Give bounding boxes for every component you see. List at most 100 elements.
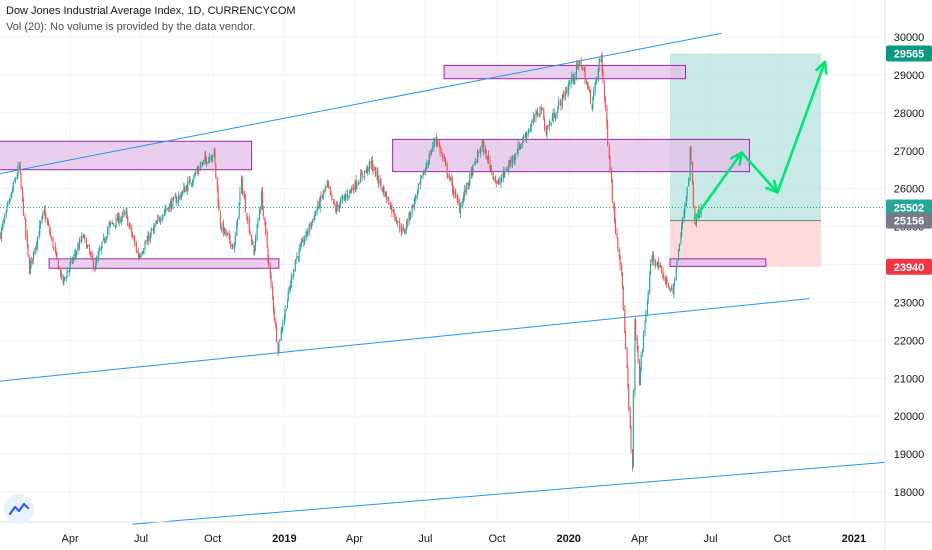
candle-body bbox=[614, 207, 616, 222]
candle-body bbox=[371, 160, 373, 170]
candle-body bbox=[344, 196, 346, 198]
candle-body bbox=[685, 196, 687, 206]
candle-body bbox=[656, 262, 659, 265]
candle-body bbox=[180, 195, 182, 199]
candle-body bbox=[209, 157, 211, 159]
candle-body bbox=[627, 368, 629, 388]
candle-body bbox=[493, 177, 495, 179]
candle-body bbox=[616, 232, 618, 238]
projection-arrow bbox=[693, 61, 827, 220]
candle-body bbox=[78, 247, 80, 249]
candle-body bbox=[539, 106, 541, 117]
candle-body bbox=[695, 222, 697, 224]
candle-body bbox=[445, 160, 447, 165]
candle-body bbox=[654, 259, 656, 266]
candle-body bbox=[326, 182, 328, 185]
candle-body bbox=[465, 189, 467, 193]
candle-body bbox=[462, 195, 465, 200]
candle-body bbox=[476, 161, 478, 163]
candle-body bbox=[223, 222, 225, 234]
candle-body bbox=[395, 218, 398, 223]
candle-body bbox=[118, 216, 120, 223]
candle-body bbox=[117, 215, 119, 223]
candle-body bbox=[24, 216, 26, 220]
candle-body bbox=[473, 162, 475, 164]
candle-body bbox=[100, 246, 102, 251]
candle-body bbox=[331, 194, 333, 200]
candle-body bbox=[686, 187, 688, 197]
candle-body bbox=[19, 165, 21, 174]
candle-body bbox=[459, 205, 461, 214]
candle-body bbox=[35, 246, 37, 253]
candle-body bbox=[287, 290, 289, 300]
candle-body bbox=[361, 173, 363, 177]
candle-body bbox=[308, 224, 310, 233]
candle-body bbox=[270, 274, 272, 286]
candle-body bbox=[53, 247, 55, 249]
candle-body bbox=[226, 232, 229, 235]
candle-body bbox=[256, 225, 258, 240]
candle-body bbox=[474, 160, 476, 162]
candle-body bbox=[609, 157, 611, 171]
candle-body bbox=[242, 191, 244, 195]
candle-body bbox=[173, 197, 175, 199]
candle-body bbox=[276, 325, 278, 342]
candle-body bbox=[32, 258, 34, 261]
candle-body bbox=[280, 330, 282, 341]
time-tick-label: Jul bbox=[134, 533, 148, 545]
candle-body bbox=[457, 199, 459, 204]
candle-body bbox=[389, 204, 391, 209]
candle-body bbox=[393, 210, 395, 217]
candle-body bbox=[120, 217, 123, 221]
candle-body bbox=[221, 224, 223, 231]
candle-body bbox=[224, 228, 226, 235]
candle-body bbox=[528, 129, 530, 133]
candle-body bbox=[487, 155, 489, 161]
candle-body bbox=[617, 237, 619, 249]
candle-body bbox=[543, 109, 545, 120]
candle-body bbox=[441, 153, 444, 157]
candle-body bbox=[261, 191, 264, 210]
candle-body bbox=[153, 226, 155, 230]
candle-body bbox=[636, 337, 638, 348]
candle-body bbox=[699, 212, 701, 218]
candle-body bbox=[433, 140, 435, 148]
candle-body bbox=[382, 188, 384, 191]
candle-body bbox=[424, 168, 426, 175]
price-level-label: 25502 bbox=[894, 203, 925, 215]
candle-body bbox=[70, 259, 72, 263]
candle-body bbox=[277, 342, 279, 352]
candle-body bbox=[268, 258, 270, 266]
candle-body bbox=[197, 169, 199, 172]
candle-body bbox=[29, 263, 31, 274]
candle-body bbox=[530, 123, 532, 127]
candle-body bbox=[369, 161, 371, 164]
candle-body bbox=[54, 246, 56, 251]
candle-body bbox=[262, 209, 264, 216]
candle-body bbox=[515, 154, 517, 157]
candle-body bbox=[134, 239, 136, 245]
candle-body bbox=[676, 260, 678, 268]
candle-body bbox=[477, 151, 479, 153]
candle-body bbox=[663, 276, 665, 279]
candle-body bbox=[89, 247, 91, 252]
candle-body bbox=[152, 227, 155, 231]
candle-body bbox=[505, 170, 507, 172]
candle-body bbox=[86, 245, 88, 248]
price-tick-label: 27000 bbox=[894, 146, 925, 158]
price-level-label: 25156 bbox=[894, 216, 925, 228]
candle-body bbox=[666, 278, 668, 285]
candle-body bbox=[186, 186, 188, 190]
candle-body bbox=[16, 175, 18, 179]
candle-body bbox=[68, 268, 70, 273]
candle-body bbox=[374, 167, 376, 169]
candle-body bbox=[55, 251, 57, 254]
candle-body bbox=[75, 253, 77, 255]
candle-body bbox=[443, 155, 445, 159]
candle-body bbox=[387, 197, 389, 200]
price-level-label: 29565 bbox=[894, 48, 925, 60]
candle-body bbox=[487, 154, 490, 161]
candle-body bbox=[426, 163, 428, 168]
